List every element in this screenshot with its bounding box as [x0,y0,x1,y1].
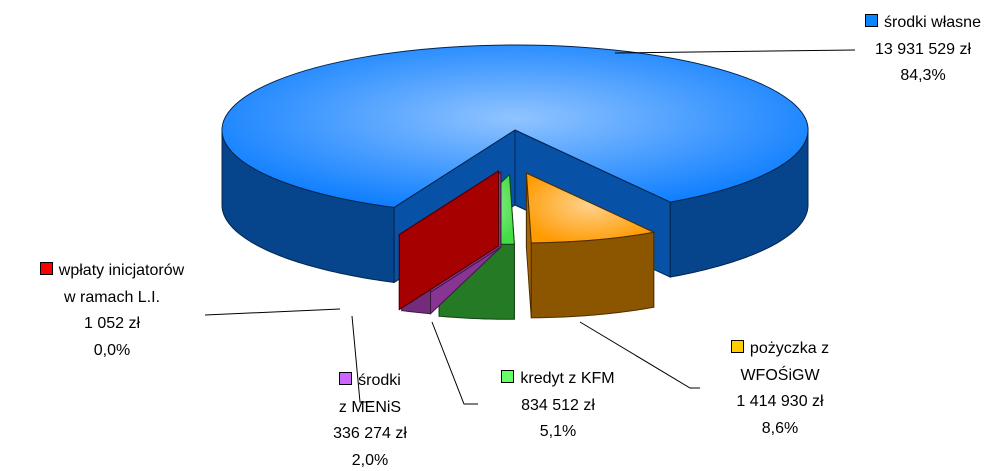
percent-label: 0,0% [93,341,131,359]
percent-label: 84,3% [900,67,946,84]
data-label: środki z MENiS 336 274 zł 2,0% [285,368,455,471]
amount-label: 1 052 zł [83,315,141,332]
percent-label: 8,6% [761,419,799,437]
leader-line [351,315,372,403]
amount-label: 1 414 930 zł [736,393,824,410]
leader-line [204,308,341,316]
legend-swatch [339,372,353,385]
percent-label: 2,0% [351,451,389,469]
slice [221,44,809,208]
data-label: kredyt z KFM 834 512 zł 5,1% [468,366,648,446]
amount-label: 13 931 529 zł [874,40,972,58]
legend-swatch [865,14,879,27]
data-label: wpłaty inicjatorów w ramach L.I. 1 052 z… [2,258,222,364]
category-label: środki własne [884,14,981,31]
category-label: pożyczka z WFOŚiGW [740,340,830,384]
category-label: środki z MENiS [338,372,402,416]
legend-swatch [501,370,515,383]
slice [397,170,499,236]
category-label: kredyt z KFM [520,370,615,387]
leader-line [431,321,478,405]
legend-swatch [730,340,744,353]
percent-label: 5,1% [539,423,577,440]
amount-label: 336 274 zł [333,425,407,442]
amount-label: 834 512 zł [521,396,595,414]
category-label: wpłaty inicjatorów w ramach L.I. [58,262,185,306]
data-label: środki własne 13 931 529 zł 84,3% [848,10,998,90]
leader-line [614,49,856,54]
slice [525,172,656,244]
data-label: pożyczka z WFOŚiGW 1 414 930 zł 8,6% [680,336,880,442]
slice-side [530,231,655,319]
legend-swatch [39,262,53,275]
leader-line [579,321,700,389]
